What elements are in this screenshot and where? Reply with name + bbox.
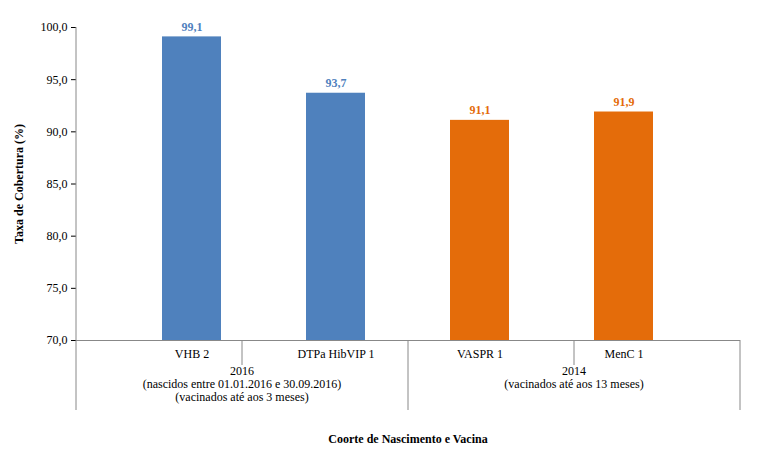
svg-text:91,1: 91,1 bbox=[470, 103, 491, 117]
svg-text:DTPa HibVIP 1: DTPa HibVIP 1 bbox=[298, 347, 375, 361]
svg-text:91,9: 91,9 bbox=[614, 95, 635, 109]
svg-text:100,0: 100,0 bbox=[41, 20, 68, 34]
svg-text:2014(vacinados até aos 13 mese: 2014(vacinados até aos 13 meses) bbox=[504, 364, 643, 391]
svg-text:90,0: 90,0 bbox=[47, 125, 68, 139]
svg-text:80,0: 80,0 bbox=[47, 229, 68, 243]
svg-text:75,0: 75,0 bbox=[47, 281, 68, 295]
svg-text:2016(nascidos entre 01.01.2016: 2016(nascidos entre 01.01.2016 e 30.09.2… bbox=[143, 364, 342, 404]
svg-text:95,0: 95,0 bbox=[47, 73, 68, 87]
svg-text:MenC 1: MenC 1 bbox=[605, 347, 644, 361]
svg-text:93,7: 93,7 bbox=[326, 76, 347, 90]
svg-text:70,0: 70,0 bbox=[47, 333, 68, 347]
svg-text:Coorte de Nascimento e Vacina: Coorte de Nascimento e Vacina bbox=[328, 432, 487, 446]
svg-text:Taxa de Cobertura (%): Taxa de Cobertura (%) bbox=[12, 124, 26, 244]
svg-text:VASPR 1: VASPR 1 bbox=[457, 347, 503, 361]
svg-text:99,1: 99,1 bbox=[182, 20, 203, 34]
svg-text:85,0: 85,0 bbox=[47, 177, 68, 191]
svg-text:VHB 2: VHB 2 bbox=[175, 347, 209, 361]
